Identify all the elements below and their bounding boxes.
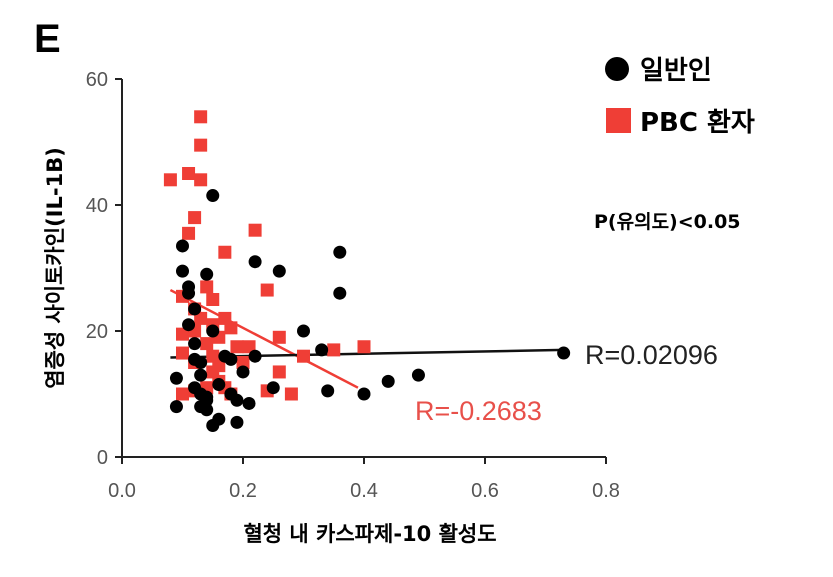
general-point <box>224 352 238 366</box>
pbc-point <box>260 283 274 297</box>
p-value-annotation: P(유의도)<0.05 <box>594 211 741 233</box>
legend-marker-general <box>605 57 629 81</box>
general-point <box>230 393 244 407</box>
pbc-point <box>182 226 196 240</box>
pbc-point <box>236 356 250 369</box>
general-point <box>333 286 347 300</box>
general-point <box>248 255 262 269</box>
pbc-point <box>218 245 232 259</box>
pbc-point <box>194 311 208 325</box>
general-point <box>176 264 189 278</box>
pbc-point <box>230 340 244 354</box>
general-point <box>194 356 208 369</box>
pbc-point <box>176 327 189 341</box>
general-point <box>188 337 202 351</box>
pbc-point <box>200 280 214 294</box>
axis-ticks: 0.0 0.2 0.4 0.6 0.8 0 20 40 60 <box>86 69 620 502</box>
legend: 일반인 PBC 환자 <box>605 56 755 138</box>
general-point <box>557 346 571 360</box>
r-value-pbc: R=-0.2683 <box>415 396 542 426</box>
x-tick-label: 0.2 <box>229 480 257 502</box>
pbc-point <box>194 173 208 187</box>
general-point <box>206 189 220 203</box>
general-point <box>200 267 214 281</box>
general-point <box>188 302 202 316</box>
general-point <box>357 387 371 401</box>
pbc-point <box>297 349 310 363</box>
general-point <box>212 412 226 426</box>
panel-label: E <box>34 17 61 61</box>
pbc-point <box>272 330 286 344</box>
x-axis-title: 혈청 내 카스파제-10 활성도 <box>243 522 496 546</box>
general-point <box>212 378 226 392</box>
legend-label-pbc: PBC 환자 <box>640 108 755 138</box>
general-point <box>248 349 262 363</box>
pbc-point <box>194 138 208 152</box>
general-point <box>381 374 395 388</box>
data-markers <box>163 110 571 432</box>
general-point <box>206 324 220 338</box>
pbc-point <box>224 321 238 335</box>
general-point <box>272 264 286 278</box>
general-point <box>411 368 425 382</box>
y-tick-label: 60 <box>86 69 108 91</box>
general-point <box>169 371 183 385</box>
y-tick-label: 40 <box>86 195 108 217</box>
general-point <box>230 415 244 429</box>
general-point <box>315 343 329 357</box>
pbc-point <box>248 223 262 237</box>
general-point <box>321 384 335 398</box>
general-point <box>182 318 196 332</box>
x-tick-label: 0.4 <box>350 480 378 502</box>
pbc-point <box>327 343 341 357</box>
general-point <box>169 400 183 414</box>
general-point <box>297 324 310 338</box>
legend-label-general: 일반인 <box>640 56 712 86</box>
legend-marker-pbc <box>606 108 631 133</box>
general-point <box>333 245 347 259</box>
pbc-point <box>357 340 371 354</box>
y-tick-label: 20 <box>86 321 108 343</box>
pbc-point <box>242 340 256 354</box>
r-value-general: R=0.02096 <box>585 340 718 370</box>
general-point <box>176 239 189 253</box>
pbc-point <box>176 346 189 360</box>
general-point <box>236 365 250 379</box>
x-tick-label: 0.0 <box>108 480 136 502</box>
x-tick-label: 0.8 <box>592 480 620 502</box>
pbc-point <box>188 211 202 225</box>
general-point <box>182 280 196 294</box>
pbc-point <box>206 293 220 306</box>
pbc-point <box>200 337 214 351</box>
pbc-point <box>272 365 286 379</box>
y-axis-title: 염증성 사이토카인(IL-1B) <box>43 147 67 389</box>
general-point <box>200 403 214 417</box>
trend-lines <box>169 288 564 389</box>
pbc-point <box>284 387 298 401</box>
pbc-trend-line <box>169 288 359 389</box>
pbc-point <box>176 387 189 401</box>
pbc-point <box>194 110 208 124</box>
pbc-point <box>182 167 196 180</box>
general-point <box>200 393 214 407</box>
general-point <box>194 368 208 382</box>
y-tick-label: 0 <box>97 447 108 469</box>
pbc-point <box>212 359 226 373</box>
general-point <box>242 396 256 410</box>
general-point <box>266 381 280 395</box>
pbc-point <box>163 173 177 187</box>
x-tick-label: 0.6 <box>471 480 499 502</box>
